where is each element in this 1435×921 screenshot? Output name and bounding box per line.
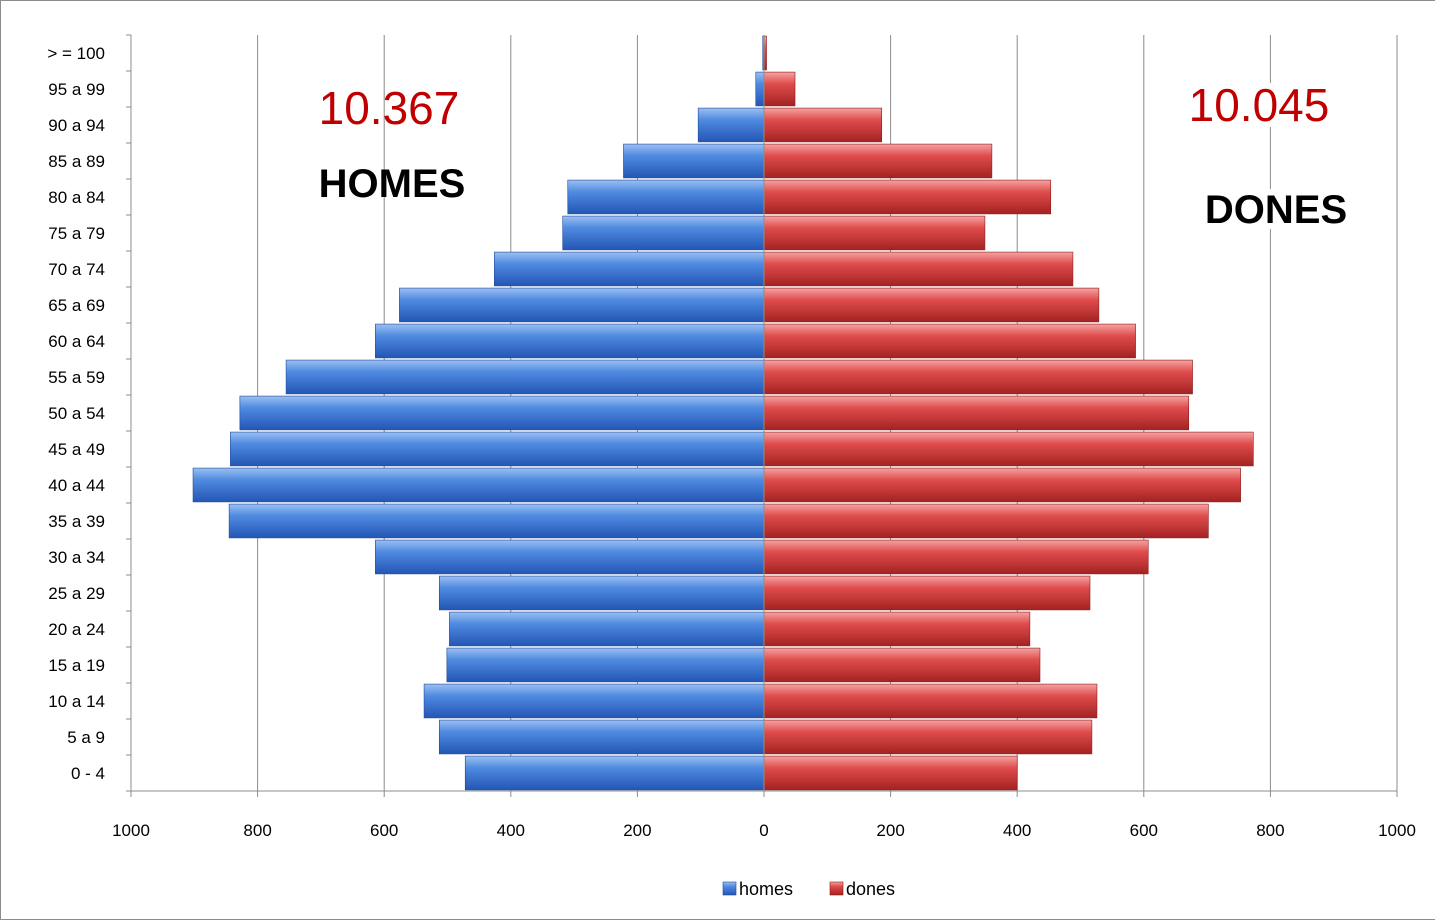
axes: 0 - 4 5 a 9 10 a 14 15 a 19 20 a 24 25 a 29 30… <box>47 34 1416 840</box>
annotation-label-right: DONES <box>1205 188 1347 232</box>
category-label: 45 a 49 <box>48 440 105 459</box>
bar-dones-5 <box>763 575 1091 611</box>
category-label: 20 a 24 <box>48 620 105 639</box>
category-label: 10 a 14 <box>48 692 105 711</box>
annotations: 10.367 HOMES 10.045 DONES <box>319 79 1349 232</box>
category-label: 0 - 4 <box>71 764 105 783</box>
category-label: 15 a 19 <box>48 656 105 675</box>
category-label: 95 a 99 <box>48 80 105 99</box>
category-label: > = 100 <box>47 44 105 63</box>
x-tick-label: 1000 <box>112 821 150 840</box>
x-tick-label: 0 <box>759 821 768 840</box>
category-label: 75 a 79 <box>48 224 105 243</box>
bar-dones-6 <box>763 539 1149 575</box>
annotation-total-right: 10.045 <box>1189 79 1330 131</box>
bar-homes-3 <box>446 647 765 683</box>
bar-homes-13 <box>399 287 765 323</box>
category-label: 60 a 64 <box>48 332 105 351</box>
category-label: 40 a 44 <box>48 476 105 495</box>
x-tick-label: 800 <box>243 821 271 840</box>
bar-homes-14 <box>494 251 765 287</box>
bar-dones-10 <box>763 395 1190 431</box>
category-label: 50 a 54 <box>48 404 105 423</box>
category-label: 25 a 29 <box>48 584 105 603</box>
x-tick-label: 400 <box>497 821 525 840</box>
bar-dones-17 <box>763 143 993 179</box>
legend-label-homes: homes <box>739 879 793 899</box>
bar-homes-12 <box>375 323 765 359</box>
bar-dones-16 <box>763 179 1052 215</box>
bar-homes-18 <box>697 107 765 143</box>
bar-dones-8 <box>763 467 1241 503</box>
x-tick-label: 200 <box>876 821 904 840</box>
x-tick-label: 800 <box>1256 821 1284 840</box>
bar-homes-1 <box>438 719 765 755</box>
bar-dones-9 <box>763 431 1254 467</box>
legend-swatch-dones <box>829 881 844 896</box>
category-label: 85 a 89 <box>48 152 105 171</box>
bar-dones-4 <box>763 611 1031 647</box>
legend-swatch-homes <box>722 881 737 896</box>
category-label: 80 a 84 <box>48 188 105 207</box>
x-tick-label: 600 <box>370 821 398 840</box>
bar-homes-10 <box>239 395 765 431</box>
bar-dones-15 <box>763 215 986 251</box>
category-label: 65 a 69 <box>48 296 105 315</box>
category-label: 55 a 59 <box>48 368 105 387</box>
bar-dones-19 <box>763 71 796 107</box>
x-tick-label: 200 <box>623 821 651 840</box>
bar-dones-12 <box>763 323 1136 359</box>
bar-dones-13 <box>763 287 1100 323</box>
bar-homes-0 <box>464 755 765 791</box>
x-tick-label: 1000 <box>1378 821 1416 840</box>
bar-homes-6 <box>375 539 765 575</box>
bar-homes-7 <box>228 503 765 539</box>
bar-homes-11 <box>285 359 765 395</box>
bar-homes-15 <box>562 215 765 251</box>
annotation-total-left: 10.367 <box>319 82 460 134</box>
legend: homes dones <box>722 879 895 899</box>
category-label: 30 a 34 <box>48 548 105 567</box>
bar-dones-3 <box>763 647 1041 683</box>
annotation-label-left: HOMES <box>319 162 466 206</box>
bar-dones-7 <box>763 503 1209 539</box>
bar-homes-4 <box>449 611 765 647</box>
annotation-backing <box>1203 189 1349 229</box>
x-tick-label: 600 <box>1130 821 1158 840</box>
bar-homes-16 <box>567 179 765 215</box>
bar-homes-5 <box>438 575 765 611</box>
bar-dones-2 <box>763 683 1098 719</box>
annotation-backing <box>1182 83 1336 127</box>
category-label: 5 a 9 <box>67 728 105 747</box>
bar-dones-1 <box>763 719 1093 755</box>
bar-dones-18 <box>763 107 883 143</box>
category-label: 70 a 74 <box>48 260 105 279</box>
bar-dones-11 <box>763 359 1193 395</box>
bar-homes-8 <box>192 467 765 503</box>
category-label: 35 a 39 <box>48 512 105 531</box>
bar-homes-19 <box>755 71 765 107</box>
x-tick-label: 400 <box>1003 821 1031 840</box>
bars <box>192 35 1254 791</box>
bar-homes-17 <box>623 143 765 179</box>
bar-homes-9 <box>230 431 765 467</box>
legend-label-dones: dones <box>846 879 895 899</box>
bar-homes-2 <box>423 683 765 719</box>
bar-dones-0 <box>763 755 1018 791</box>
category-label: 90 a 94 <box>48 116 105 135</box>
bar-dones-14 <box>763 251 1074 287</box>
